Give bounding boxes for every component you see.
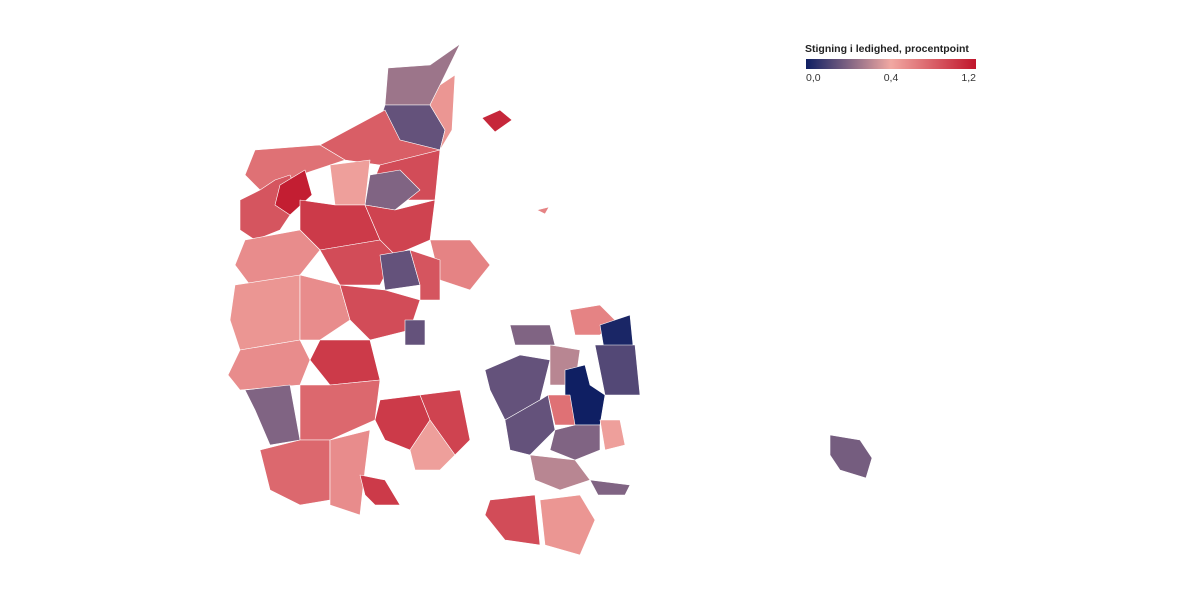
municipality [419,389,471,456]
legend-tick-label: 0,0 [806,72,821,84]
municipality [329,159,371,206]
municipality [409,249,441,301]
municipality [594,344,641,396]
municipality [536,206,550,215]
municipality [481,109,513,133]
legend-gradient [806,59,976,69]
municipality [509,324,556,346]
municipality [259,439,331,506]
municipality [484,494,541,546]
municipality [529,454,591,491]
legend-title: Stigning i ledighed, procentpoint [805,43,969,55]
municipality [359,474,401,506]
legend-tick-label: 0,4 [884,72,899,84]
municipality [404,319,426,346]
municipality [829,434,873,479]
municipality [539,494,596,556]
municipality [549,424,601,461]
municipality [229,274,301,351]
legend: Stigning i ledighed, procentpoint 0,0 0,4… [805,43,976,84]
municipality [329,429,371,516]
municipality [244,384,301,446]
municipality [309,339,381,386]
municipalities [227,43,873,556]
municipality [599,419,626,451]
municipality [589,479,631,496]
municipality [299,274,351,341]
municipality [429,74,456,151]
municipality [409,419,456,471]
legend-tick-label: 1,2 [961,72,976,84]
